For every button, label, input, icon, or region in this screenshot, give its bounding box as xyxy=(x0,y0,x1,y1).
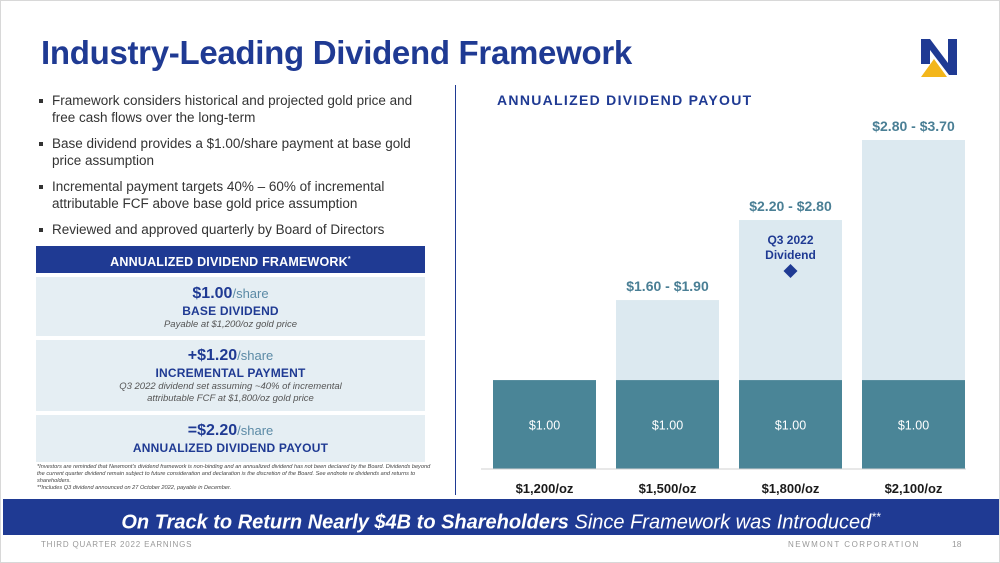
range-bar xyxy=(739,220,842,381)
range-bar xyxy=(616,300,719,381)
base-bar xyxy=(739,380,842,469)
footnote-framework: *Investors are reminded that Newmont's d… xyxy=(37,464,431,484)
annualized-payout-amount: =$2.20/share xyxy=(187,422,274,439)
base-dividend-desc: Payable at $1,200/oz gold price xyxy=(163,319,298,330)
range-label: $2.80 - $3.70 xyxy=(872,118,955,134)
footnotes: *Investors are reminded that Newmont's d… xyxy=(37,464,432,492)
framework-bullet-list: Framework considers historical and proje… xyxy=(37,93,427,249)
annualized-payout-label: ANNUALIZED DIVIDEND PAYOUT xyxy=(132,441,329,455)
x-tick-label: $2,100/oz xyxy=(885,481,943,496)
base-dividend-amount: $1.00/share xyxy=(192,285,269,302)
incremental-payment-amount: +$1.20/share xyxy=(187,347,274,364)
shareholder-return-banner: On Track to Return Nearly $4B to Shareho… xyxy=(3,499,999,535)
bullet-item: Reviewed and approved quarterly by Board… xyxy=(37,222,427,239)
base-bar-label: $1.00 xyxy=(529,419,560,433)
base-bar xyxy=(862,380,965,469)
base-bar-label: $1.00 xyxy=(898,419,929,433)
x-tick-label: $1,800/oz xyxy=(762,481,820,496)
page-number: 18 xyxy=(952,539,962,549)
newmont-logo xyxy=(921,39,957,77)
annualized-payout-box: =$2.20/share ANNUALIZED DIVIDEND PAYOUT xyxy=(36,415,425,462)
range-bar xyxy=(862,140,965,381)
bullet-item: Framework considers historical and proje… xyxy=(37,93,427,126)
dividend-payout-chart: ANNUALIZED DIVIDEND PAYOUT $1.00 $1,200/o… xyxy=(481,92,966,496)
framework-header: ANNUALIZED DIVIDEND FRAMEWORK* xyxy=(36,246,425,273)
base-bar xyxy=(493,380,596,469)
x-tick-label: $1,500/oz xyxy=(639,481,697,496)
incremental-payment-box: +$1.20/share INCREMENTAL PAYMENT Q3 2022… xyxy=(36,340,425,411)
annotation-line-1: Q3 2022 xyxy=(767,233,813,247)
base-bar xyxy=(616,380,719,469)
page-title: Industry-Leading Dividend Framework xyxy=(41,34,632,71)
bullet-item: Base dividend provides a $1.00/share pay… xyxy=(37,136,427,169)
range-label: $2.20 - $2.80 xyxy=(749,198,832,214)
incremental-payment-label: INCREMENTAL PAYMENT xyxy=(155,366,306,380)
base-bar-label: $1.00 xyxy=(652,419,683,433)
footer-company-name: NEWMONT CORPORATION xyxy=(788,540,920,549)
bullet-item: Incremental payment targets 40% – 60% of… xyxy=(37,179,427,212)
chart-title: ANNUALIZED DIVIDEND PAYOUT xyxy=(497,92,752,108)
q3-dividend-marker-icon xyxy=(783,264,798,278)
x-tick-label: $1,200/oz xyxy=(516,481,574,496)
footer-earnings-label: THIRD QUARTER 2022 EARNINGS xyxy=(41,540,193,549)
base-dividend-box: $1.00/share BASE DIVIDEND Payable at $1,… xyxy=(36,277,425,336)
base-dividend-label: BASE DIVIDEND xyxy=(182,304,279,318)
incremental-payment-desc: Q3 2022 dividend set assuming ~40% of in… xyxy=(119,381,342,404)
footnote-q3-dividend: **Includes Q3 dividend announced on 27 O… xyxy=(37,485,232,491)
base-bar-label: $1.00 xyxy=(775,419,806,433)
range-label: $1.60 - $1.90 xyxy=(626,278,709,294)
column-divider xyxy=(455,85,456,495)
annotation-line-2: Dividend xyxy=(765,248,816,262)
